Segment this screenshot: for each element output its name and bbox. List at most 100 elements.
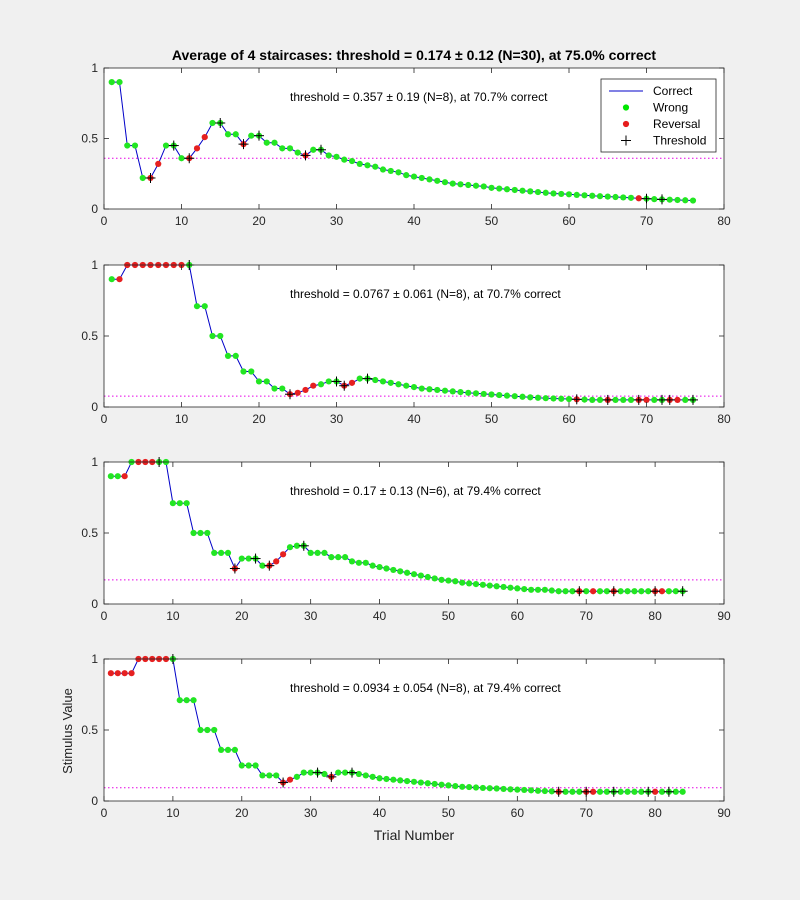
- trial-point: [379, 166, 387, 173]
- trial-point: [480, 183, 487, 190]
- trial-point: [565, 395, 573, 403]
- trial-point: [534, 787, 542, 794]
- trial-point: [603, 588, 610, 595]
- threshold-marker: [602, 394, 613, 405]
- trial-point: [317, 381, 325, 388]
- trial-point: [426, 386, 433, 393]
- x-tick-label: 20: [252, 214, 266, 228]
- threshold-marker: [229, 563, 240, 574]
- trial-point: [356, 160, 363, 167]
- reversal-point: [107, 670, 114, 677]
- trial-point: [466, 580, 473, 587]
- trial-point: [395, 169, 402, 176]
- staircase-line: [111, 264, 693, 401]
- reversal-point: [348, 379, 356, 386]
- trial-point: [217, 332, 224, 340]
- trial-point: [245, 762, 252, 769]
- x-tick-label: 50: [442, 806, 456, 820]
- threshold-annotation: threshold = 0.0934 ± 0.054 (N=8), at 79.…: [290, 681, 561, 695]
- trial-point: [449, 180, 456, 187]
- reversal-point: [121, 473, 128, 480]
- trial-point: [624, 588, 631, 595]
- y-tick-label: 0.5: [81, 329, 98, 343]
- trial-point: [224, 352, 232, 359]
- trial-point: [333, 153, 340, 160]
- threshold-marker: [663, 786, 674, 797]
- threshold-marker: [298, 540, 309, 551]
- trial-point: [627, 194, 635, 201]
- threshold-marker: [184, 153, 195, 164]
- threshold-marker: [571, 394, 582, 405]
- y-tick-label: 0.5: [81, 132, 98, 146]
- trial-point: [550, 190, 557, 197]
- trial-point: [459, 783, 466, 790]
- threshold-marker: [688, 394, 698, 405]
- trial-point: [638, 788, 645, 795]
- trial-point: [441, 387, 449, 394]
- trial-point: [452, 782, 459, 790]
- trial-point: [457, 181, 464, 188]
- reversal-point: [193, 145, 201, 152]
- trial-point: [397, 568, 404, 575]
- trial-point: [418, 385, 425, 392]
- trial-point: [348, 157, 356, 165]
- reversal-point: [121, 670, 128, 677]
- trial-point: [372, 376, 379, 384]
- x-tick-label: 30: [330, 412, 344, 426]
- trial-point: [410, 173, 418, 180]
- trial-point: [294, 149, 301, 156]
- trial-point: [321, 770, 328, 778]
- trial-point: [500, 583, 507, 591]
- trial-point: [562, 788, 569, 795]
- trial-point: [589, 396, 596, 403]
- x-tick-label: 10: [175, 214, 189, 228]
- trial-point: [541, 787, 548, 795]
- staircase-panel: 0 10 20 30 40 50 60 70 80 90 0 0.5 1 threshold = 0.17…: [81, 455, 731, 623]
- trial-point: [321, 549, 328, 556]
- trial-point: [162, 142, 170, 149]
- trial-point: [369, 562, 376, 569]
- threshold-marker: [362, 373, 373, 384]
- trial-point: [472, 182, 480, 189]
- trial-point: [410, 571, 418, 578]
- trial-point: [201, 303, 208, 310]
- trial-point: [238, 555, 245, 562]
- trial-point: [511, 393, 518, 400]
- trial-point: [457, 388, 464, 396]
- x-tick-label: 10: [175, 412, 189, 426]
- x-tick-label: 60: [511, 609, 525, 623]
- trial-point: [124, 142, 131, 149]
- threshold-marker: [312, 767, 323, 778]
- x-tick-label: 90: [717, 806, 731, 820]
- trial-point: [328, 554, 335, 561]
- trial-point: [325, 152, 332, 159]
- trial-point: [493, 583, 500, 590]
- trial-point: [682, 396, 689, 403]
- trial-point: [178, 155, 185, 162]
- trial-point: [465, 389, 472, 396]
- trial-point: [300, 769, 307, 776]
- trial-point: [581, 192, 588, 199]
- trial-point: [569, 788, 576, 795]
- staircase-panel: 0 10 20 30 40 50 60 70 80 0 0.5 1 threshold = 0.0767…: [81, 258, 731, 426]
- trial-point: [682, 197, 689, 204]
- trial-point: [395, 381, 402, 388]
- trial-point: [441, 179, 449, 186]
- y-tick-label: 0: [91, 597, 98, 611]
- trial-point: [218, 746, 225, 753]
- x-tick-label: 0: [101, 609, 108, 623]
- trial-point: [259, 562, 266, 569]
- x-tick-label: 90: [717, 609, 731, 623]
- threshold-marker: [664, 394, 675, 405]
- trial-point: [434, 386, 441, 394]
- trial-point: [342, 554, 349, 561]
- trial-point: [431, 575, 438, 582]
- trial-point: [472, 784, 480, 791]
- trial-point: [603, 788, 610, 795]
- threshold-marker: [300, 150, 311, 161]
- trial-point: [651, 396, 658, 403]
- trial-point: [417, 779, 424, 786]
- trial-point: [232, 131, 239, 138]
- trial-point: [424, 573, 431, 581]
- trial-point: [279, 145, 286, 152]
